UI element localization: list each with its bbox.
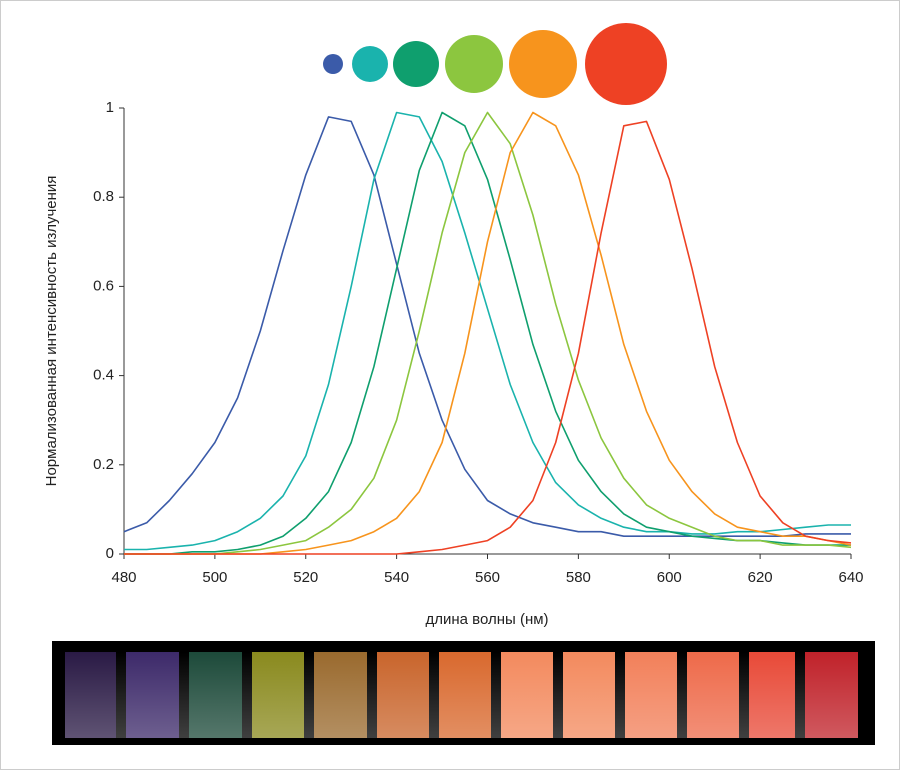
circle bbox=[393, 41, 439, 87]
series-line bbox=[124, 111, 851, 551]
series-line bbox=[124, 111, 851, 555]
photo-shine bbox=[65, 652, 858, 738]
y-tick-label: 0.4 bbox=[93, 367, 114, 384]
y-tick-label: 0.8 bbox=[93, 188, 114, 205]
circle bbox=[445, 35, 503, 93]
x-tick-label: 540 bbox=[384, 569, 409, 586]
x-tick-label: 620 bbox=[748, 569, 773, 586]
x-tick-label: 640 bbox=[838, 569, 863, 586]
x-axis-title: длина волны (нм) bbox=[425, 611, 548, 628]
x-tick-label: 580 bbox=[566, 569, 591, 586]
y-tick-label: 0.6 bbox=[93, 277, 114, 294]
x-tick-label: 560 bbox=[475, 569, 500, 586]
x-tick-label: 520 bbox=[293, 569, 318, 586]
y-axis-title: Нормализованная интенсивность излучения bbox=[43, 176, 60, 487]
y-tick-label: 0 bbox=[106, 545, 114, 562]
series-line bbox=[123, 116, 851, 537]
x-tick-label: 600 bbox=[657, 569, 682, 586]
vial-photo bbox=[52, 641, 875, 745]
size-circles bbox=[323, 23, 667, 105]
y-tick-label: 0.2 bbox=[93, 456, 114, 473]
x-tick-label: 480 bbox=[111, 569, 136, 586]
circle bbox=[352, 46, 388, 82]
circle bbox=[323, 54, 343, 74]
y-tick-label: 1 bbox=[106, 99, 114, 116]
circle bbox=[509, 30, 577, 98]
series-line bbox=[124, 111, 852, 555]
series-line bbox=[124, 120, 852, 555]
x-tick-label: 500 bbox=[202, 569, 227, 586]
circle bbox=[585, 23, 667, 105]
